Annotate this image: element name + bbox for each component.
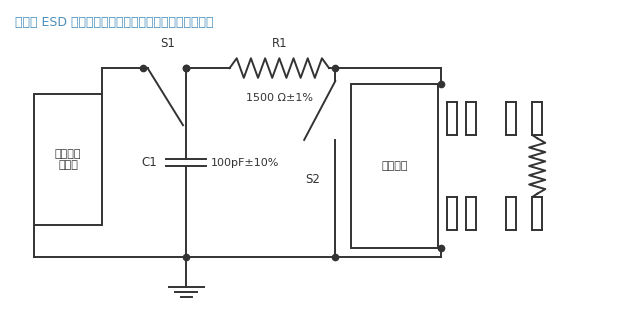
Text: S1: S1 (160, 37, 175, 50)
Text: R1: R1 (271, 37, 287, 50)
Bar (350, 84, 438, 248)
Text: 高压脉冲
发生器: 高压脉冲 发生器 (55, 149, 82, 170)
Text: S2: S2 (305, 173, 320, 186)
Text: 100pF±10%: 100pF±10% (211, 158, 280, 168)
Text: 1500 Ω±1%: 1500 Ω±1% (246, 93, 313, 103)
Text: 被测器件: 被测器件 (381, 161, 408, 171)
Text: C1: C1 (141, 156, 157, 169)
Text: 下图为 ESD 典型测试线路；测试点应包括所有引出端。: 下图为 ESD 典型测试线路；测试点应包括所有引出端。 (15, 16, 214, 29)
Bar (34, 94, 102, 225)
